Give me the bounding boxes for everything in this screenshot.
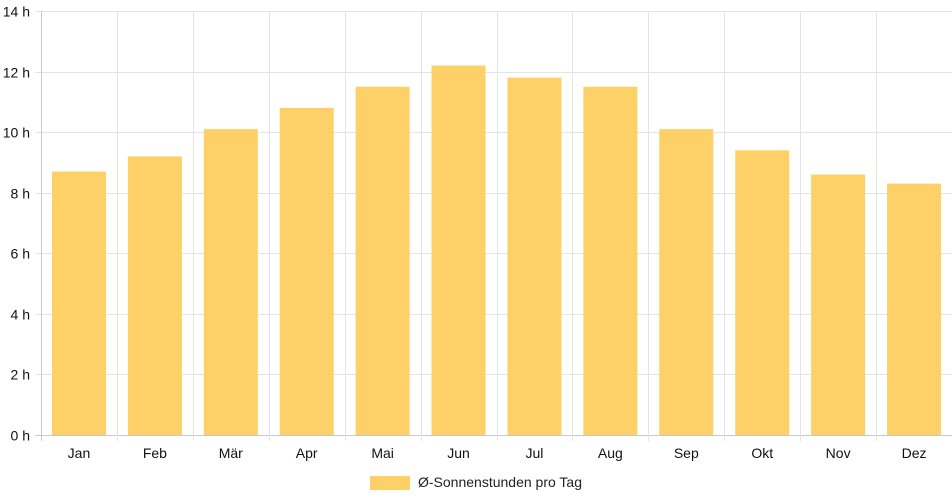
x-axis-ticks: Jan Feb Mär Apr Mai Jun Jul Aug Sep Okt Nov Dez (68, 445, 927, 461)
x-tick-label: Nov (826, 445, 851, 461)
y-tick-label: 10 h (3, 125, 30, 141)
y-tick-label: 8 h (11, 186, 30, 202)
bar-apr[interactable] (279, 107, 334, 436)
y-tick-label: 4 h (11, 307, 30, 323)
bar-mai[interactable] (355, 86, 410, 435)
chart-legend[interactable]: Ø-Sonnenstunden pro Tag (370, 474, 582, 490)
bar-jul[interactable] (507, 77, 562, 435)
bar-jun[interactable] (431, 65, 486, 435)
bar-mär[interactable] (203, 129, 258, 435)
chart-grid (35, 11, 952, 441)
x-tick-label: Jan (68, 445, 91, 461)
bar-dez[interactable] (887, 183, 942, 435)
x-tick-label: Jul (526, 445, 544, 461)
y-tick-label: 6 h (11, 246, 30, 262)
bar-feb[interactable] (127, 156, 182, 435)
x-tick-label: Mai (371, 445, 394, 461)
legend-label[interactable]: Ø-Sonnenstunden pro Tag (418, 474, 582, 490)
bar-aug[interactable] (583, 86, 638, 435)
bar-jan[interactable] (51, 171, 106, 435)
y-tick-label: 0 h (11, 428, 30, 444)
x-tick-label: Apr (296, 445, 318, 461)
x-tick-label: Sep (674, 445, 699, 461)
x-tick-label: Feb (143, 445, 167, 461)
y-tick-label: 2 h (11, 367, 30, 383)
y-tick-label: 12 h (3, 65, 30, 81)
bar-okt[interactable] (735, 150, 790, 436)
x-tick-label: Jun (447, 445, 470, 461)
x-tick-label: Mär (219, 445, 243, 461)
y-tick-label: 14 h (3, 4, 30, 20)
chart-bars (51, 65, 942, 436)
legend-swatch[interactable] (370, 476, 410, 490)
x-tick-label: Dez (902, 445, 927, 461)
bar-sep[interactable] (659, 129, 714, 435)
x-tick-label: Okt (751, 445, 773, 461)
bar-nov[interactable] (811, 174, 866, 436)
x-tick-label: Aug (598, 445, 623, 461)
y-axis-ticks: 0 h 2 h 4 h 6 h 8 h 10 h 12 h 14 h (3, 4, 30, 444)
